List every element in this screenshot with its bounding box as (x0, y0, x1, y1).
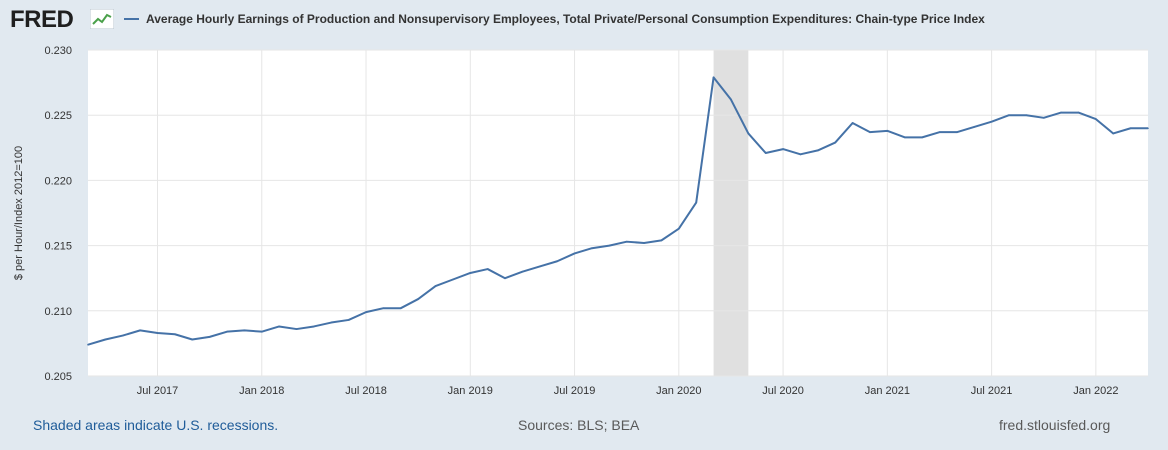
data-point[interactable] (643, 242, 645, 244)
data-point[interactable] (330, 321, 333, 324)
data-point[interactable] (208, 336, 211, 338)
x-tick-label: Jul 2020 (762, 385, 804, 397)
data-point[interactable] (886, 130, 889, 132)
recession-note: Shaded areas indicate U.S. recessions. (33, 417, 279, 433)
fred-logo[interactable]: FRED (10, 6, 74, 33)
data-point[interactable] (712, 76, 715, 79)
x-tick-label: Jan 2021 (865, 385, 910, 397)
data-point[interactable] (365, 311, 367, 313)
x-tick-label: Jul 2018 (345, 385, 387, 397)
recession-shading-layer (713, 50, 749, 376)
x-tick-label: Jan 2018 (239, 385, 284, 397)
data-point[interactable] (104, 338, 107, 341)
plot-area (88, 50, 1148, 376)
data-point[interactable] (486, 268, 489, 270)
data-point[interactable] (434, 285, 437, 287)
data-point[interactable] (174, 333, 176, 336)
data-point[interactable] (782, 148, 784, 150)
y-tick-label: 0.230 (44, 45, 72, 57)
data-point[interactable] (938, 131, 941, 133)
data-point[interactable] (834, 141, 837, 144)
data-point[interactable] (695, 201, 697, 204)
data-point[interactable] (521, 270, 524, 273)
data-point[interactable] (1025, 114, 1028, 116)
data-point[interactable] (347, 319, 350, 321)
y-tick-label: 0.215 (44, 241, 72, 253)
data-point[interactable] (573, 252, 576, 255)
data-point[interactable] (990, 120, 993, 123)
data-point[interactable] (1129, 127, 1132, 130)
chart-legend[interactable]: Average Hourly Earnings of Production an… (124, 12, 985, 26)
data-point[interactable] (191, 338, 194, 341)
y-tick-label: 0.225 (44, 110, 72, 122)
y-axis-title: $ per Hour/Index 2012=100 (13, 146, 25, 280)
recession-band (713, 50, 749, 376)
data-point[interactable] (747, 132, 750, 135)
data-point[interactable] (399, 307, 402, 309)
data-point[interactable] (1147, 127, 1149, 130)
data-point[interactable] (851, 122, 854, 124)
legend-series-label: Average Hourly Earnings of Production an… (146, 12, 985, 26)
data-point[interactable] (504, 277, 506, 280)
data-point[interactable] (730, 98, 732, 101)
series-layer (87, 76, 1149, 346)
data-point[interactable] (869, 131, 871, 133)
data-point[interactable] (1060, 111, 1062, 114)
data-point[interactable] (591, 247, 593, 250)
data-point[interactable] (260, 330, 263, 333)
y-tick-label: 0.220 (44, 175, 72, 187)
data-point[interactable] (121, 334, 124, 337)
y-tick-label: 0.210 (44, 306, 72, 318)
y-tick-labels: 0.205 0.210 0.215 0.220 0.225 0.230 (44, 45, 72, 383)
x-tick-label: Jan 2019 (448, 385, 493, 397)
line-chart-icon (90, 9, 114, 29)
data-point[interactable] (1008, 114, 1010, 116)
data-point[interactable] (539, 265, 541, 268)
legend-swatch (124, 18, 139, 20)
data-point[interactable] (417, 298, 419, 300)
y-tick-label: 0.205 (44, 371, 72, 383)
sources-text: Sources: BLS; BEA (518, 417, 640, 433)
x-tick-label: Jan 2022 (1073, 385, 1118, 397)
data-point[interactable] (295, 328, 298, 330)
data-point[interactable] (469, 272, 472, 274)
data-point[interactable] (1077, 111, 1080, 114)
data-point[interactable] (1042, 117, 1045, 119)
series-line[interactable] (87, 76, 1148, 346)
data-point[interactable] (956, 131, 958, 133)
data-point[interactable] (1112, 132, 1115, 135)
x-tick-label: Jan 2020 (656, 385, 701, 397)
data-point[interactable] (608, 244, 611, 247)
data-point[interactable] (817, 149, 819, 152)
data-point[interactable] (139, 329, 141, 332)
x-tick-labels: Jul 2017 Jan 2018 Jul 2018 Jan 2019 Jul 2019… (137, 385, 1119, 397)
data-point[interactable] (625, 240, 628, 243)
data-point[interactable] (452, 278, 454, 281)
data-point[interactable] (921, 136, 923, 139)
data-point[interactable] (278, 325, 280, 328)
data-point[interactable] (1095, 118, 1097, 120)
site-link[interactable]: fred.stlouisfed.org (999, 417, 1111, 433)
data-point[interactable] (799, 153, 802, 156)
data-point[interactable] (764, 152, 767, 154)
data-point[interactable] (903, 136, 906, 139)
data-point[interactable] (87, 343, 89, 346)
data-point[interactable] (382, 307, 385, 309)
x-tick-label: Jul 2019 (554, 385, 596, 397)
x-tick-label: Jul 2017 (137, 385, 179, 397)
grid-layer (88, 49, 1148, 377)
data-point[interactable] (973, 126, 976, 128)
data-point[interactable] (313, 325, 315, 328)
data-point[interactable] (678, 227, 680, 230)
data-point[interactable] (156, 332, 159, 334)
data-point[interactable] (243, 329, 246, 332)
data-point[interactable] (660, 239, 663, 242)
x-tick-label: Jul 2021 (971, 385, 1013, 397)
data-point[interactable] (226, 330, 228, 333)
chart-header: FRED Average Hourly Earnings of Producti… (0, 0, 1168, 40)
data-point[interactable] (556, 260, 558, 263)
